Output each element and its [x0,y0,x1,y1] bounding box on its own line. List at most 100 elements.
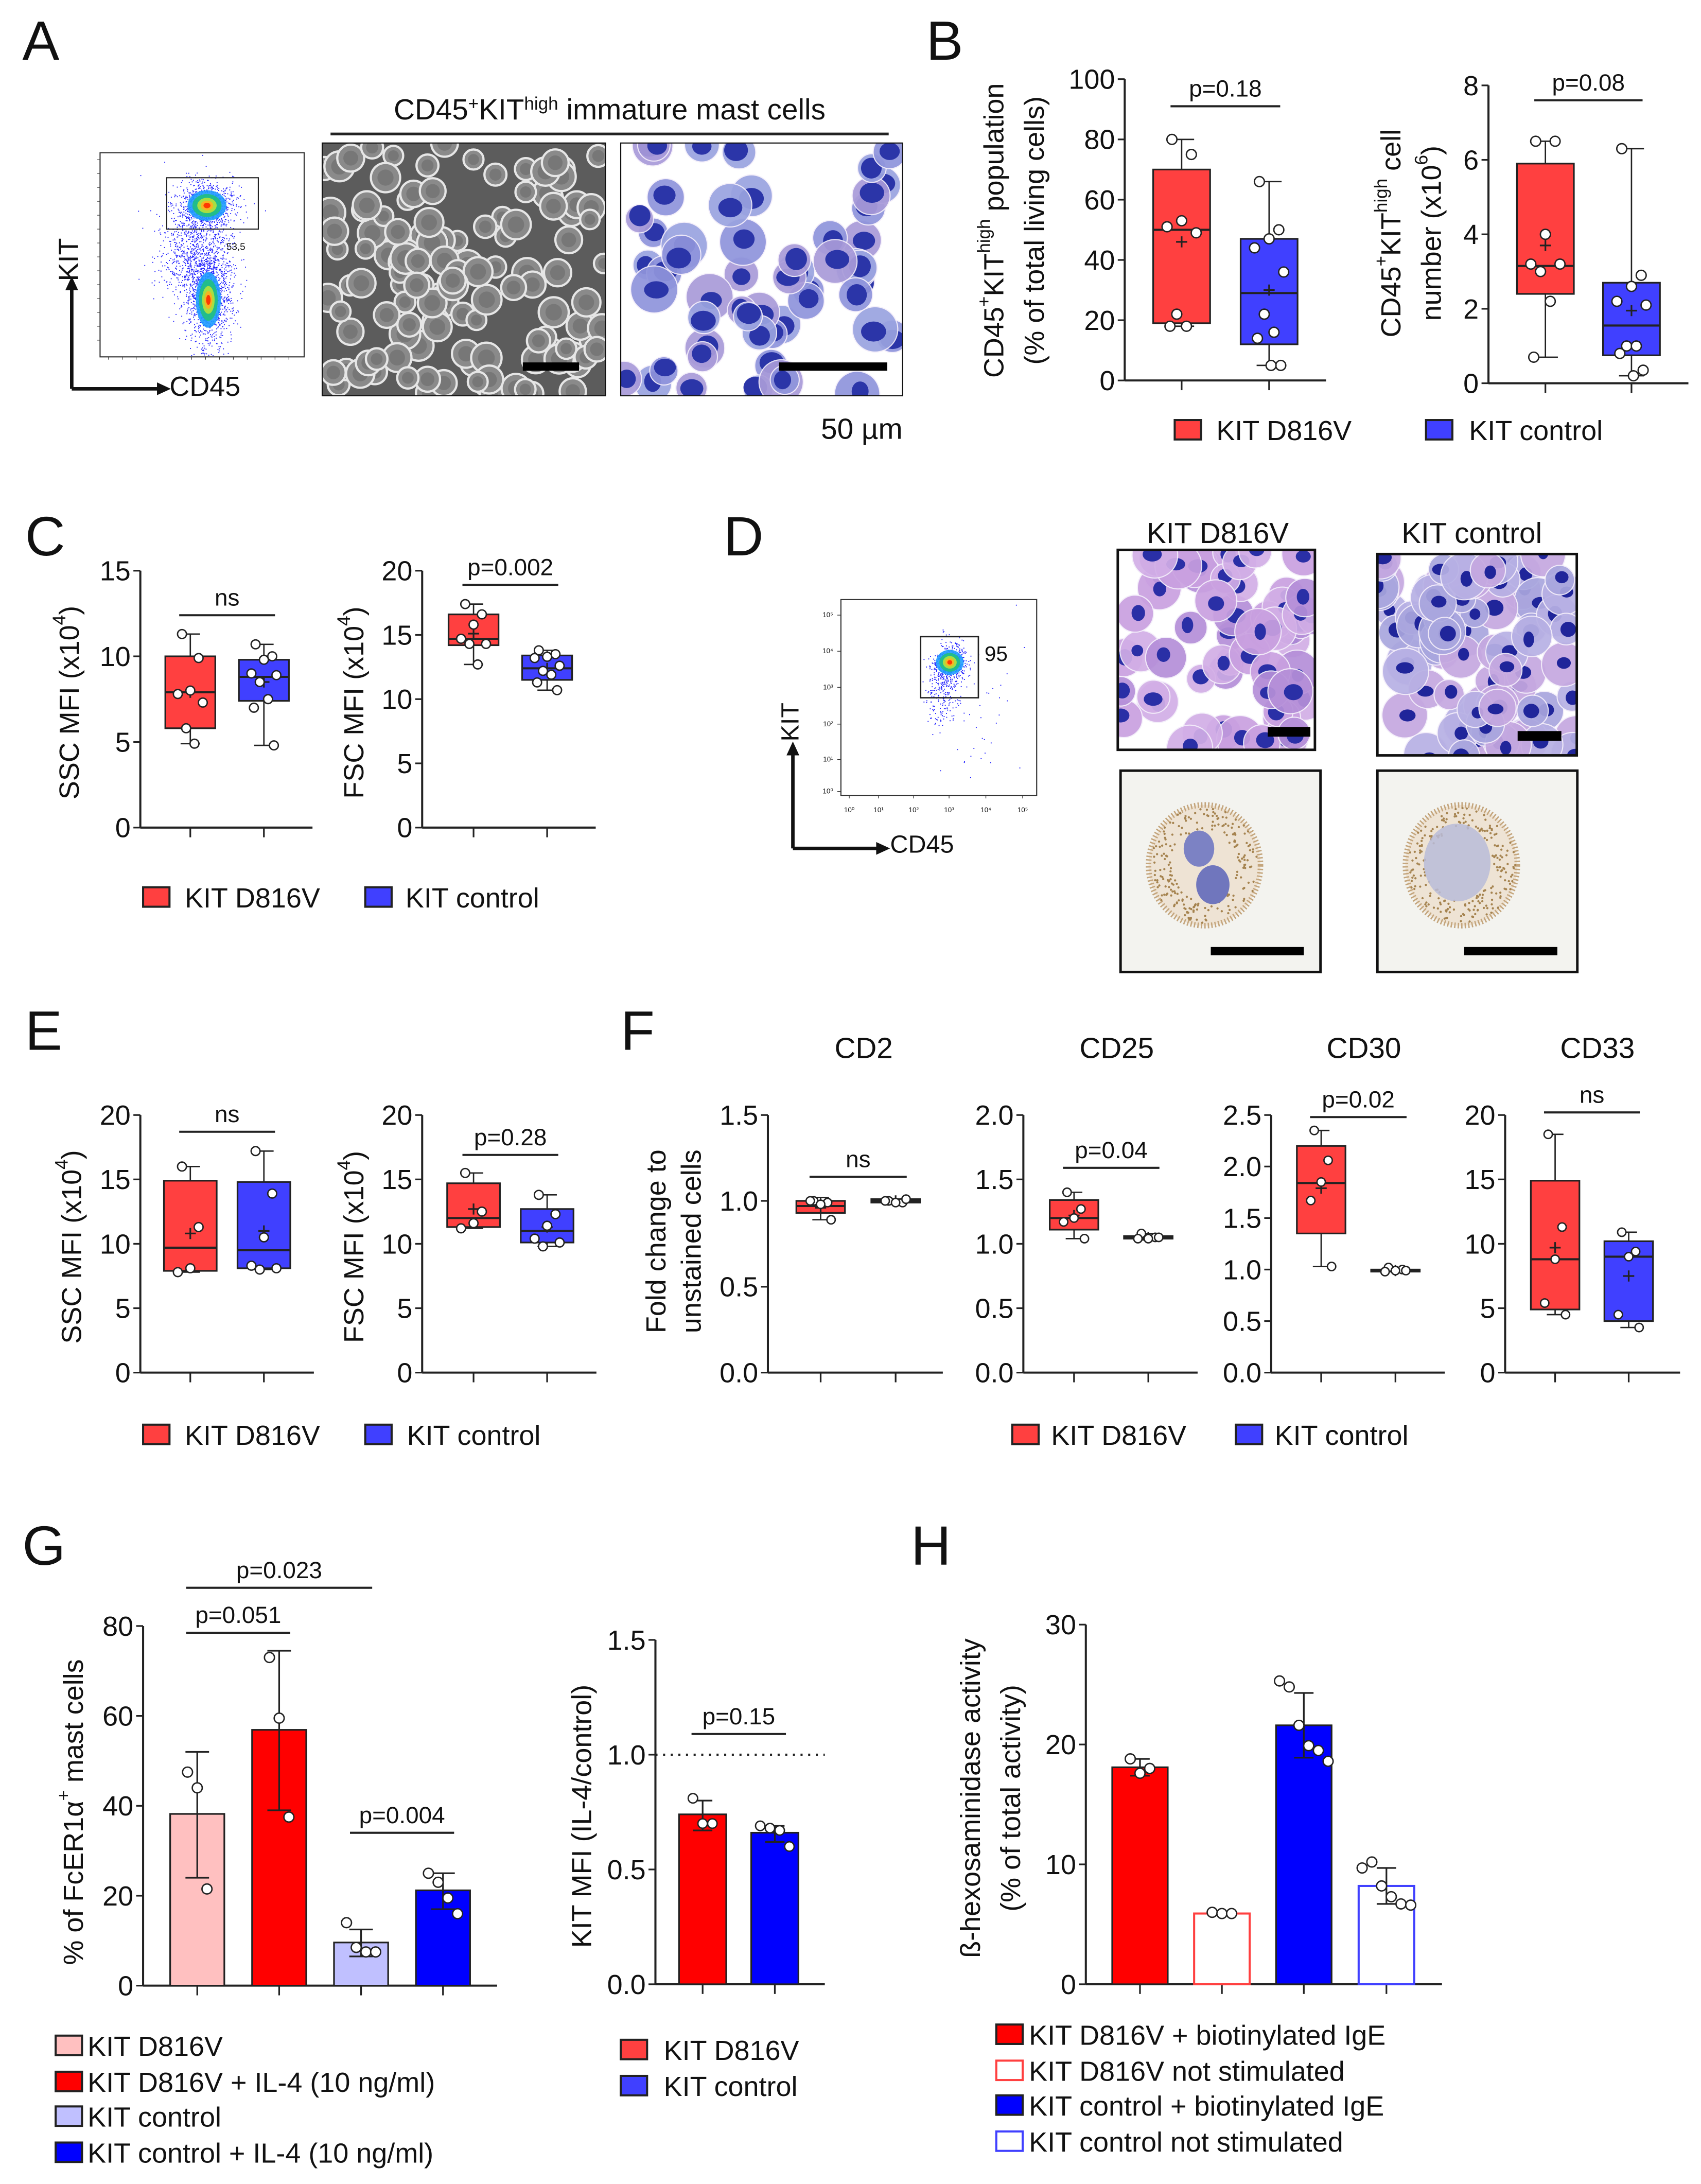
event-dot [227,194,229,195]
granule [1161,845,1163,847]
event-dot [195,230,196,231]
event-dot [965,653,966,654]
event-dot [231,275,232,276]
event-dot [198,233,199,234]
granule [1501,856,1503,858]
granule [1180,892,1182,894]
event-dot [942,713,943,714]
event-dot [966,652,967,653]
event-dot [141,175,142,176]
data-point [1165,321,1175,331]
event-dot [176,262,177,263]
event-dot [231,194,232,195]
event-dot [209,244,210,246]
cell-nucleus [1157,648,1170,662]
event-dot [213,270,214,271]
granule [1216,815,1218,817]
event-dot [179,275,180,276]
event-dot [936,682,937,683]
event-dot [202,227,203,228]
event-dot [202,268,203,269]
cell-nucleus [680,379,704,398]
data-point [1636,270,1646,280]
y-axis-label-part: ) [56,1150,87,1159]
event-dot [211,238,212,239]
data-point [178,630,186,638]
event-dot [935,662,936,663]
cell-nucleus [1424,824,1490,901]
data-point [1278,267,1288,277]
granule [1153,855,1155,858]
granule [1485,904,1487,906]
y-tick-label: 1.5 [720,1100,758,1131]
event-dot [934,696,935,697]
granule [1156,879,1158,881]
granule [1243,832,1246,834]
event-dot [189,290,190,291]
data-point [264,695,272,704]
event-dot [215,262,216,263]
event-dot [198,328,199,329]
event-dot [180,257,181,258]
event-dot [946,635,947,636]
event-dot [191,277,192,278]
event-dot [944,683,945,684]
event-dot [191,194,192,195]
cell-nucleus [420,372,434,386]
event-dot [178,209,179,210]
event-dot [220,309,221,310]
event-dot [179,212,180,213]
event-dot [174,303,175,304]
granule [1193,906,1195,908]
event-dot [197,239,198,240]
p-value-label: ns [215,584,239,610]
event-dot [184,193,185,194]
event-dot [212,249,213,250]
event-dot [215,267,216,268]
y-tick-label: 20 [381,556,412,587]
event-dot [201,258,202,259]
event-dot [214,221,215,222]
granule [1424,834,1426,836]
event-dot [200,335,201,336]
event-dot [219,278,220,279]
event-dot [193,298,194,299]
event-dot [207,265,208,266]
event-dot [178,263,179,264]
event-dot [183,243,184,244]
event-dot [930,666,931,667]
event-dot [931,718,932,719]
event-dot [182,265,183,266]
data-point [270,741,278,749]
event-dot [233,283,234,284]
event-dot [166,262,167,263]
granule [1413,875,1415,877]
cell-nucleus [410,278,424,292]
event-dot [963,713,965,714]
cell-nucleus [1132,605,1145,621]
event-dot [181,272,182,273]
data-point [542,652,551,661]
event-dot [209,225,211,226]
event-dot [192,334,193,335]
event-dot [174,252,176,253]
event-dot [190,321,191,322]
event-dot [198,253,199,254]
event-dot [204,345,205,346]
y-axis-label-part: (% of total living cells) [1019,96,1050,365]
event-dot [166,281,167,282]
event-dot [229,238,230,239]
event-dot [226,276,227,277]
granule [1186,896,1188,898]
event-dot [956,707,957,708]
event-dot [207,261,208,263]
box [164,1181,217,1271]
granule [1431,828,1433,830]
event-dot [213,267,214,268]
event-dot [204,182,205,183]
event-dot [210,231,211,232]
event-dot [952,702,953,703]
event-dot [180,266,181,267]
event-dot [160,234,161,235]
granule [1234,840,1236,842]
